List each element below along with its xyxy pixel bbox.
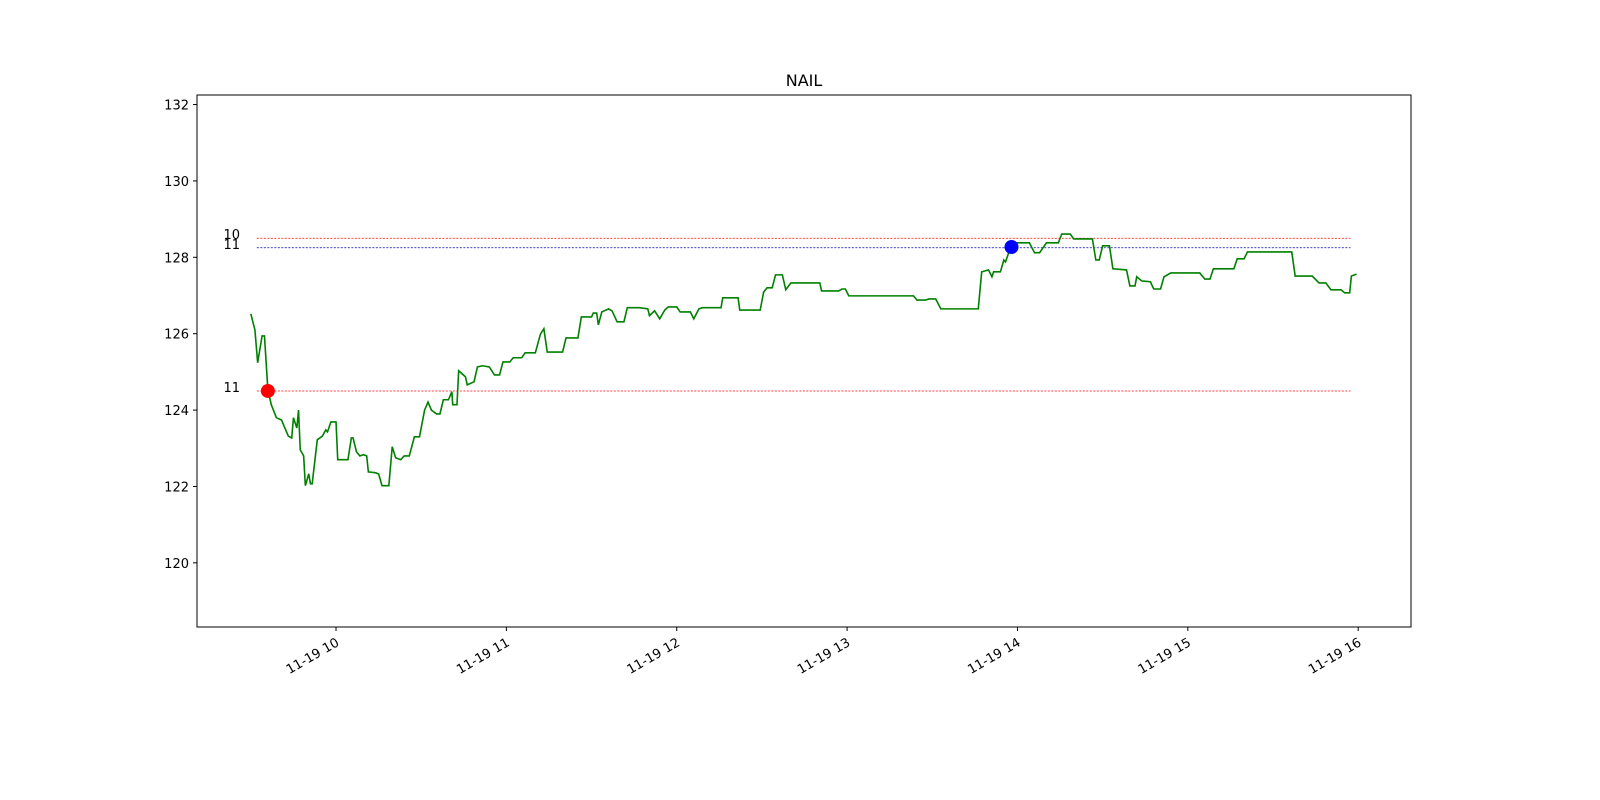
x-tick-label: 11-19 10 bbox=[284, 635, 342, 677]
level-label: 10 bbox=[223, 228, 240, 243]
x-tick-label: 11-19 15 bbox=[1136, 635, 1194, 677]
signal-marker bbox=[260, 383, 275, 398]
x-tick-label: 11-19 13 bbox=[795, 635, 853, 677]
y-tick-label: 122 bbox=[164, 480, 189, 495]
chart-title: NAIL bbox=[786, 71, 823, 90]
y-tick-label: 130 bbox=[164, 175, 189, 190]
y-tick-label: 128 bbox=[164, 251, 189, 266]
y-tick-label: 124 bbox=[164, 404, 189, 419]
y-tick-label: 132 bbox=[164, 99, 189, 114]
x-tick-label: 11-19 11 bbox=[454, 635, 512, 677]
y-tick-label: 126 bbox=[164, 328, 189, 343]
signal-marker bbox=[1004, 240, 1019, 254]
plot-frame bbox=[196, 94, 1412, 628]
price-line bbox=[250, 233, 1357, 487]
level-label: 11 bbox=[223, 381, 240, 396]
x-tick-label: 11-19 12 bbox=[625, 635, 683, 677]
level-label: 11 bbox=[223, 238, 240, 253]
y-tick-label: 120 bbox=[164, 557, 189, 572]
x-tick-label: 11-19 14 bbox=[965, 635, 1023, 677]
x-tick-label: 11-19 16 bbox=[1306, 635, 1364, 677]
